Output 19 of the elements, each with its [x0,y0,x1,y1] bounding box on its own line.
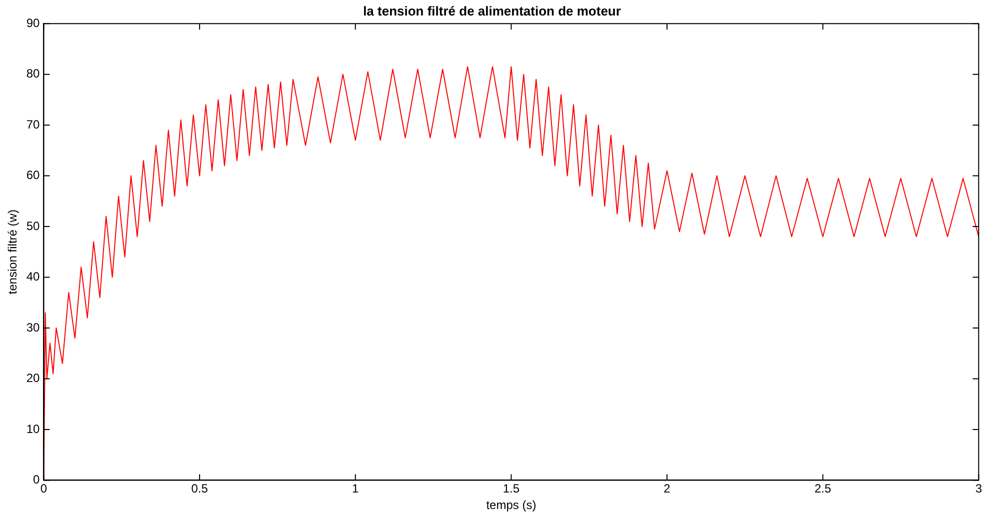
y-tick-label: 20 [26,371,40,386]
y-tick-label: 40 [26,270,40,284]
x-axis-title: temps (s) [486,498,536,512]
x-tick-label: 1.5 [502,482,520,496]
y-tick-label: 10 [26,422,40,436]
x-tick-label: 3 [975,482,982,496]
y-axis-title: tension filtré (w) [6,210,20,294]
y-tick-label: 70 [26,117,40,132]
x-tick-label: 2 [664,482,671,496]
x-tick-label: 0.5 [191,482,208,496]
y-tick-label: 30 [26,320,40,334]
y-tick-label: 60 [26,168,40,182]
y-tick-label: 0 [33,472,40,487]
y-tick-label: 90 [26,16,40,30]
y-tick-label: 50 [26,218,40,233]
x-tick-label: 2.5 [814,482,832,496]
y-tick-label: 80 [26,66,40,81]
x-tick-label: 1 [352,482,360,496]
chart-title: la tension filtré de alimentation de moteur [363,3,621,18]
